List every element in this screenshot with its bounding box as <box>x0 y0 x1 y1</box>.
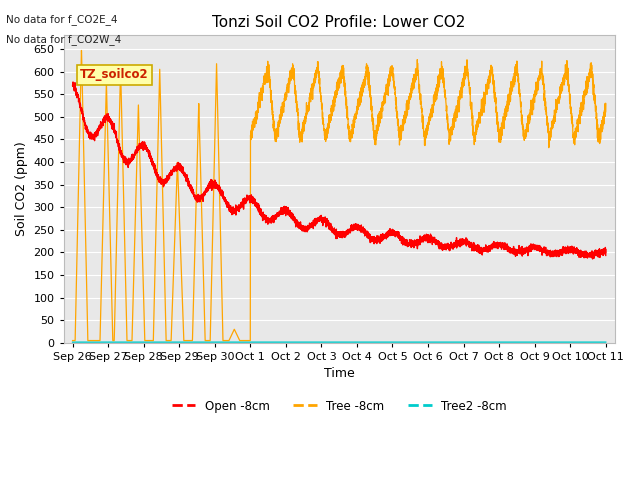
Legend: Open -8cm, Tree -8cm, Tree2 -8cm: Open -8cm, Tree -8cm, Tree2 -8cm <box>167 395 511 417</box>
Text: TZ_soilco2: TZ_soilco2 <box>80 68 149 82</box>
X-axis label: Time: Time <box>324 367 355 380</box>
Text: No data for f_CO2W_4: No data for f_CO2W_4 <box>6 34 122 45</box>
Title: Tonzi Soil CO2 Profile: Lower CO2: Tonzi Soil CO2 Profile: Lower CO2 <box>212 15 466 30</box>
Text: No data for f_CO2E_4: No data for f_CO2E_4 <box>6 14 118 25</box>
Y-axis label: Soil CO2 (ppm): Soil CO2 (ppm) <box>15 142 28 237</box>
